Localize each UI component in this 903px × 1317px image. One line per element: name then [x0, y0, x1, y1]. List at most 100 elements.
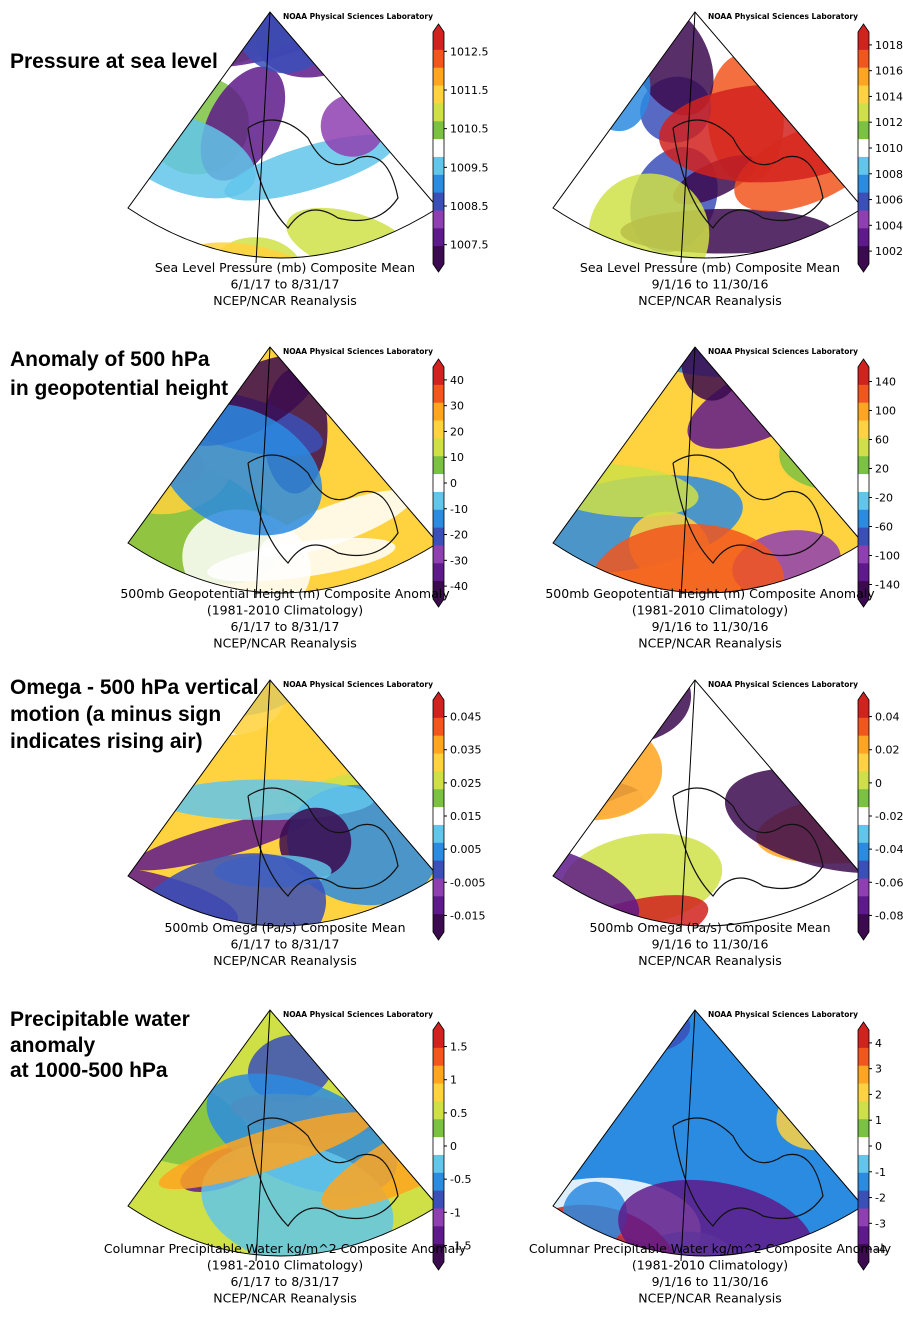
colorbar-label: 1 [450, 1074, 457, 1087]
colorbar-label: 2 [875, 1088, 882, 1101]
colorbar-label: 0.025 [450, 777, 482, 790]
field-blob [429, 342, 545, 464]
heading: motion (a minus sign [10, 703, 221, 726]
colorbar-label: 20 [450, 425, 464, 438]
colorbar-label: 0 [875, 1140, 882, 1153]
heading: anomaly [10, 1034, 96, 1057]
colorbar-segment [858, 1137, 869, 1155]
colorbar-segment [433, 510, 444, 528]
caption: 500mb Geopotential Height (m) Composite … [545, 586, 875, 601]
colorbar-label: -0.08 [875, 909, 903, 922]
heading: at 1000-500 hPa [10, 1059, 168, 1082]
caption: (1981-2010 Climatology) [207, 603, 363, 618]
caption: 6/1/17 to 8/31/17 [231, 937, 340, 952]
colorbar-segment [858, 421, 869, 439]
colorbar-segment [433, 474, 444, 492]
colorbar-segment [433, 1030, 444, 1048]
caption: Columnar Precipitable Water kg/m^2 Compo… [104, 1241, 467, 1256]
colorbar-segment [858, 545, 869, 563]
colorbar-segment [433, 456, 444, 474]
colorbar-segment [858, 193, 869, 211]
field-blob [0, 782, 139, 893]
colorbar-segment [858, 1030, 869, 1048]
colorbar-segment [433, 438, 444, 456]
colorbar-label: 4 [875, 1037, 882, 1050]
colorbar-segment [858, 825, 869, 843]
colorbar-segment [858, 1155, 869, 1173]
colorbar-label: -140 [875, 579, 900, 592]
colorbar-label: 1009.5 [450, 161, 489, 174]
colorbar-segment [858, 438, 869, 456]
colorbar-segment [433, 32, 444, 50]
colorbar-label: 0.045 [450, 711, 482, 724]
caption: (1981-2010 Climatology) [632, 603, 788, 618]
colorbar-bottom [433, 264, 444, 272]
heading: Omega - 500 hPa vertical [10, 676, 259, 699]
colorbar-top [433, 1022, 444, 1030]
caption: NCEP/NCAR Reanalysis [213, 636, 356, 651]
colorbar-segment [858, 492, 869, 510]
colorbar-segment [433, 563, 444, 581]
colorbar-top [433, 692, 444, 700]
colorbar-segment [433, 1066, 444, 1084]
colorbar-bottom [858, 932, 869, 940]
colorbar-segment [433, 825, 444, 843]
colorbar-segment [858, 771, 869, 789]
colorbar-segment [433, 1119, 444, 1137]
heading: Pressure at sea level [10, 50, 218, 73]
colorbar-segment [433, 385, 444, 403]
colorbar-segment [433, 68, 444, 86]
colorbar-label: 30 [450, 400, 464, 413]
colorbar-label: -1 [875, 1166, 886, 1179]
field-blob [377, 283, 598, 440]
colorbar-segment [433, 1101, 444, 1119]
colorbar-label: -40 [450, 580, 468, 593]
colorbar-label: 0 [450, 1140, 457, 1153]
caption: NCEP/NCAR Reanalysis [638, 1291, 781, 1306]
colorbar-segment [433, 718, 444, 736]
colorbar-label: 1 [875, 1114, 882, 1127]
caption: NCEP/NCAR Reanalysis [213, 293, 356, 308]
colorbar-label: 1008 [875, 168, 903, 181]
colorbar-label: 1016 [875, 65, 903, 78]
colorbar-bottom [858, 1262, 869, 1270]
colorbar-segment [858, 1101, 869, 1119]
colorbar-label: -60 [875, 521, 893, 534]
colorbar-segment [433, 736, 444, 754]
credit: NOAA Physical Sciences Laboratory [708, 12, 858, 21]
caption: 500mb Omega (Pa/s) Composite Mean [164, 920, 405, 935]
colorbar-segment [433, 771, 444, 789]
colorbar-segment [858, 1208, 869, 1226]
field-blob [760, 937, 868, 1002]
colorbar-segment [433, 421, 444, 439]
credit: NOAA Physical Sciences Laboratory [708, 347, 858, 356]
colorbar-top [858, 24, 869, 32]
colorbar-label: 0 [875, 777, 882, 790]
colorbar-segment [433, 1173, 444, 1191]
field-blob [711, 642, 806, 702]
colorbar-segment [433, 807, 444, 825]
colorbar-label: -2 [875, 1192, 886, 1205]
colorbar-label: -3 [875, 1217, 886, 1230]
colorbar-label: 140 [875, 376, 896, 389]
colorbar-segment [858, 474, 869, 492]
caption: 9/1/16 to 11/30/16 [652, 619, 769, 634]
colorbar-segment [433, 878, 444, 896]
colorbar-label: 1007.5 [450, 239, 489, 252]
credit: NOAA Physical Sciences Laboratory [283, 347, 433, 356]
colorbar-segment [858, 896, 869, 914]
colorbar-segment [858, 510, 869, 528]
colorbar-segment [433, 1048, 444, 1066]
caption: NCEP/NCAR Reanalysis [638, 293, 781, 308]
colorbar-segment [433, 528, 444, 546]
colorbar-segment [433, 246, 444, 264]
colorbar-label: 1008.5 [450, 200, 489, 213]
colorbar-segment [858, 700, 869, 718]
colorbar-label: 1006 [875, 194, 903, 207]
colorbar-label: 0.02 [875, 744, 900, 757]
page: Pressure at sea level NOAA Physical Scien… [0, 0, 903, 1313]
colorbar-segment [858, 736, 869, 754]
credit: NOAA Physical Sciences Laboratory [708, 1010, 858, 1019]
colorbar-label: 0.035 [450, 744, 482, 757]
colorbar-label: 60 [875, 434, 889, 447]
